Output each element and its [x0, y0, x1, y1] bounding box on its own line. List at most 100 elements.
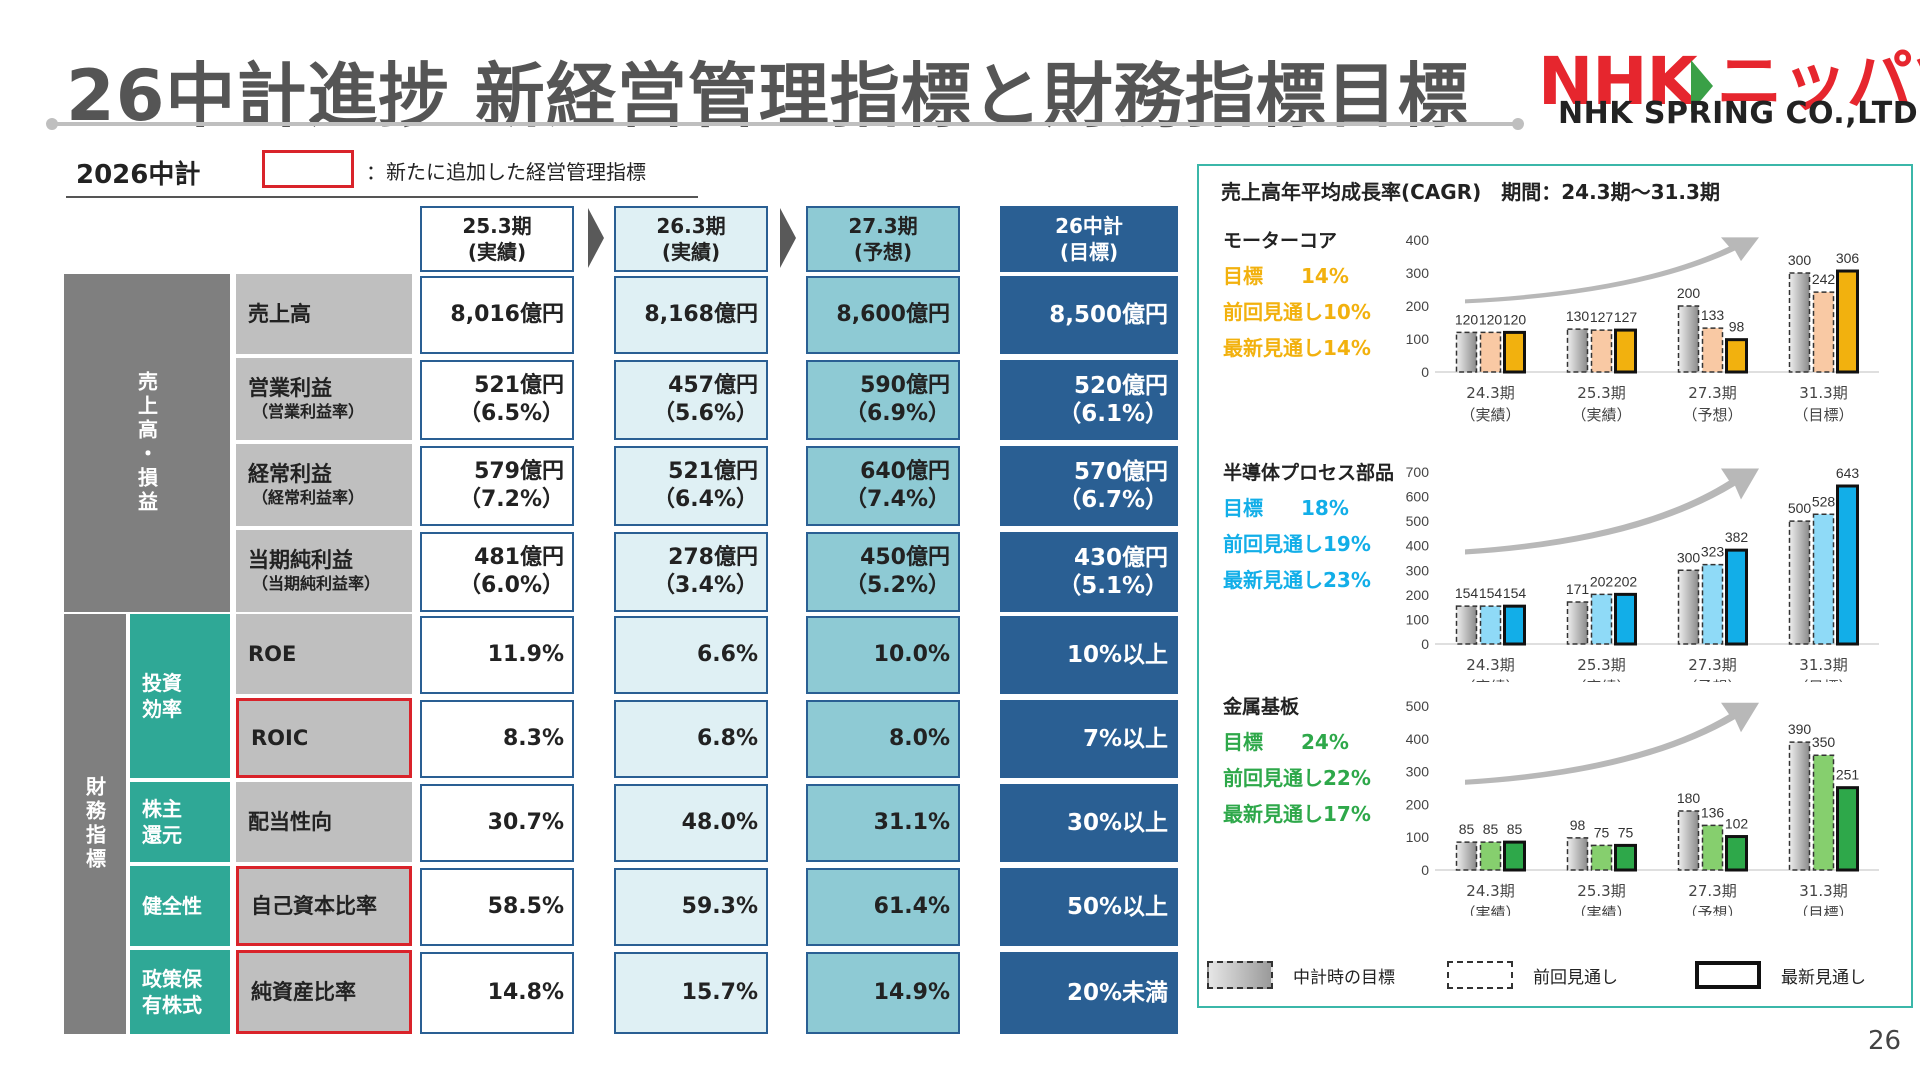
value-cell-net-income: 430億円 （5.1%） [1000, 532, 1178, 612]
bar-latest [1614, 843, 1637, 872]
x-tick-label: 25.3期 [1577, 384, 1625, 402]
y-tick-label: 400 [1406, 232, 1430, 248]
cagr-value: 22% [1323, 766, 1371, 790]
cagr-label: 前回見通し [1223, 300, 1323, 324]
bar-latest [1614, 328, 1637, 374]
segment-title: モーターコア [1223, 230, 1338, 252]
value-main: 640億円 [860, 459, 950, 484]
value-main: 590億円 [860, 373, 950, 398]
bar-value-label: 75 [1618, 824, 1634, 840]
chevron-right-icon [780, 208, 796, 268]
x-tick-label: 24.3期 [1466, 882, 1514, 900]
bar-plan-target [1788, 272, 1811, 373]
bar-value-label: 300 [1788, 252, 1812, 268]
bar-value-label: 98 [1570, 817, 1586, 833]
y-tick-label: 0 [1421, 636, 1429, 652]
x-tick-label: 25.3期 [1577, 656, 1625, 674]
bar-value-label: 102 [1725, 816, 1749, 832]
value-ratio: （5.2%） [844, 573, 950, 598]
logo-nippatsu-text: ニッパツ [1716, 43, 1920, 120]
x-tick-label: 27.3期 [1688, 656, 1736, 674]
row-label-ordinary-profit: 経常利益 （経常利益率） [236, 444, 412, 526]
column-header-status: (目標) [1059, 240, 1119, 264]
value-cell-roic: 8.0% [806, 700, 960, 778]
bar-previous [1479, 331, 1502, 373]
segment-title: 半導体プロセス部品 [1223, 462, 1395, 484]
cagr-label: 前回見通し [1223, 766, 1323, 790]
value-cell-equity-ratio: 61.4% [806, 868, 960, 946]
value-cell-payout-ratio: 48.0% [614, 784, 768, 862]
bar-value-label: 75 [1594, 824, 1610, 840]
x-tick-sublabel: （目標） [1793, 406, 1853, 424]
y-tick-label: 400 [1406, 538, 1430, 554]
value-main: 521億円 [474, 373, 564, 398]
logo-nhk-text: NHK [1538, 43, 1698, 120]
x-tick-sublabel: （実績） [1460, 678, 1520, 682]
bar-value-label: 390 [1788, 721, 1812, 737]
column-header-period: 27.3期 [848, 214, 918, 238]
bar-latest [1725, 548, 1748, 646]
value-ratio: （6.1%） [1058, 401, 1168, 427]
bar-value-label: 130 [1566, 308, 1590, 324]
value-cell-payout-ratio: 30.7% [420, 784, 574, 862]
y-tick-label: 100 [1406, 611, 1430, 627]
value-main: 8,016億円 [450, 302, 564, 327]
bar-value-label: 120 [1503, 311, 1527, 327]
cagr-value: 14% [1301, 264, 1349, 288]
bar-plan-target [1677, 569, 1700, 645]
bar-value-label: 120 [1455, 311, 1479, 327]
cagr-panel-title: 売上高年平均成長率(CAGR) 期間：24.3期～31.3期 [1221, 180, 1720, 204]
segment-cagr-latest: 最新見通し14% [1223, 332, 1371, 361]
bar-previous [1812, 291, 1835, 373]
cagr-label: 最新見通し [1223, 568, 1323, 592]
value-main: 278億円 [668, 545, 758, 570]
segment-cagr-prev: 前回見通し19% [1223, 528, 1371, 557]
cagr-value: 24% [1301, 730, 1349, 754]
value-main: 11.9% [487, 642, 564, 667]
bar-value-label: 306 [1836, 250, 1860, 266]
value-cell-ordinary-profit: 640億円 （7.4%） [806, 446, 960, 526]
chevron-right-icon [588, 208, 604, 268]
row-label-payout-ratio: 配当性向 [236, 782, 412, 862]
bar-value-label: 127 [1590, 309, 1614, 325]
value-cell-roic: 8.3% [420, 700, 574, 778]
cagr-value: 23% [1323, 568, 1371, 592]
x-tick-sublabel: （実績） [1460, 406, 1520, 424]
y-tick-label: 200 [1406, 796, 1430, 812]
row-label-subtext: （当期純利益率） [252, 574, 381, 593]
growth-arrow-icon [1465, 237, 1759, 304]
value-cell-roe: 11.9% [420, 616, 574, 694]
cagr-label: 目標 [1223, 496, 1263, 520]
bar-value-label: 98 [1729, 319, 1745, 335]
value-cell-ordinary-profit: 521億円 （6.4%） [614, 446, 768, 526]
bar-value-label: 136 [1701, 804, 1725, 820]
company-logo: NHKニッパツ [1538, 28, 1920, 124]
column-header-fy27: 27.3期 (予想) [806, 206, 960, 272]
value-cell-net-income: 278億円 （3.4%） [614, 532, 768, 612]
new-indicator-legend-text: ：新たに追加した経営管理指標 [366, 160, 646, 184]
bar-latest [1503, 840, 1526, 872]
value-main: 8,600億円 [836, 302, 950, 327]
bar-plan-target [1455, 331, 1478, 373]
bar-previous [1479, 841, 1502, 871]
value-main: 6.6% [696, 642, 758, 667]
value-main: 481億円 [474, 545, 564, 570]
cagr-value: 17% [1323, 802, 1371, 826]
value-cell-net-sales: 8,168億円 [614, 276, 768, 354]
row-label-text: 売上高 [248, 302, 311, 326]
row-label-net-income: 当期純利益 （当期純利益率） [236, 530, 412, 612]
segment-cagr-target: 目標 14% [1223, 260, 1349, 289]
cagr-panel: 売上高年平均成長率(CAGR) 期間：24.3期～31.3期 モーターコア 目標 1… [1197, 164, 1913, 1008]
cagr-label: 前回見通し [1223, 532, 1323, 556]
value-cell-equity-ratio: 58.5% [420, 868, 574, 946]
category-investment-efficiency: 投資 効率 [130, 614, 230, 778]
x-tick-label: 25.3期 [1577, 882, 1625, 900]
category-soundness: 健全性 [130, 866, 230, 946]
value-cell-operating-profit: 520億円 （6.1%） [1000, 360, 1178, 440]
x-tick-sublabel: （目標） [1793, 678, 1853, 682]
y-tick-label: 400 [1406, 731, 1430, 747]
x-tick-sublabel: （予想） [1682, 678, 1742, 682]
value-main: 30.7% [487, 810, 564, 835]
bar-latest [1503, 330, 1526, 374]
bar-value-label: 200 [1677, 285, 1701, 301]
